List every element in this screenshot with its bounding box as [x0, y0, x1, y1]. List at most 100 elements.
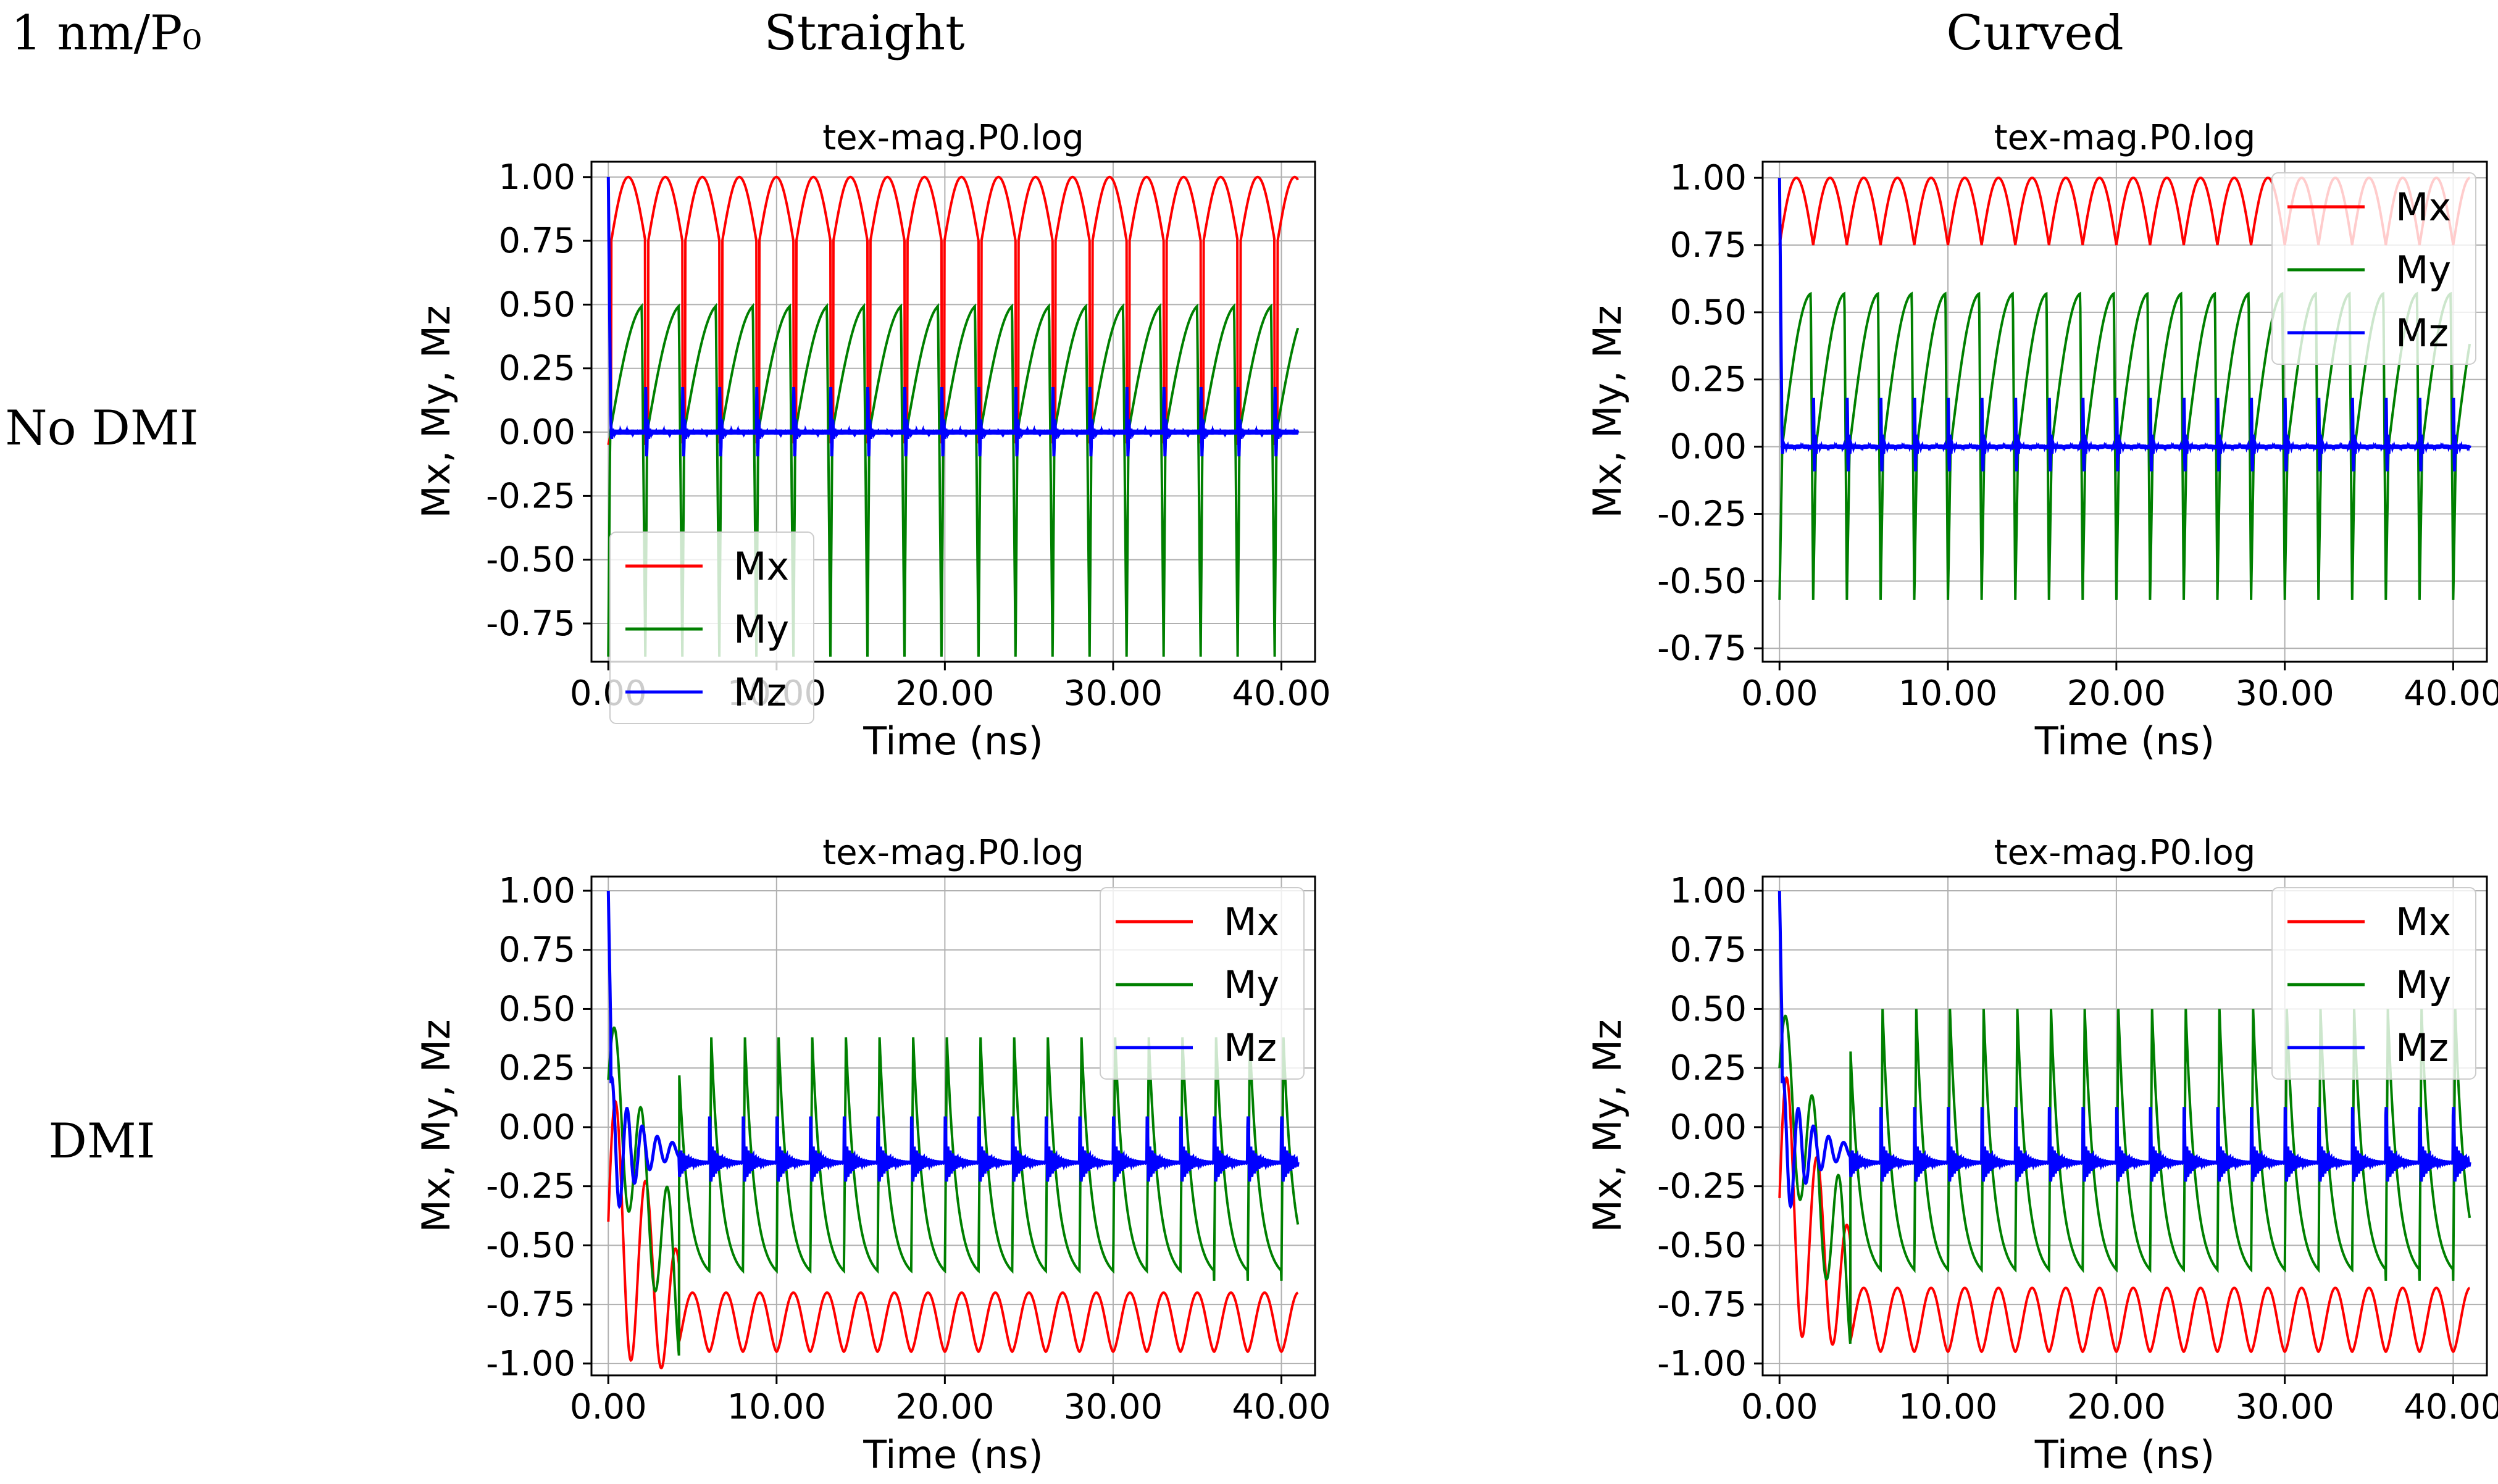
legend-label-mz: Mz: [733, 670, 787, 715]
x-tick-label: 20.00: [2067, 673, 2166, 714]
y-tick-label: -0.25: [486, 1167, 575, 1207]
series-line-mz: [606, 177, 1300, 457]
legend-box: [1100, 887, 1305, 1080]
legend-label-mz: Mz: [2396, 311, 2449, 356]
y-tick-label: 1.00: [498, 157, 575, 198]
chart-title: tex-mag.P0.log: [1994, 833, 2256, 873]
x-axis-label: Time (ns): [2034, 719, 2215, 764]
y-tick-label: -0.50: [1657, 1225, 1747, 1265]
series-line-mz: [606, 890, 1300, 1209]
x-tick-label: 0.00: [570, 1387, 647, 1427]
y-tick-label: -0.25: [1657, 1167, 1747, 1207]
chart-panel-no-dmi-straight: 0.0010.0020.0030.0040.001.000.750.500.25…: [414, 118, 1331, 764]
plot-frame: [1761, 160, 2488, 663]
y-axis-label: Mx, My, Mz: [1585, 1019, 1630, 1232]
y-tick-label: 0.75: [498, 930, 575, 970]
y-tick-label: 0.25: [1669, 1048, 1747, 1088]
series-line-mz: [1777, 178, 2471, 472]
y-tick-label: 1.00: [1669, 871, 1747, 911]
x-tick-label: 10.00: [1899, 1387, 1997, 1427]
y-tick-label: -0.50: [1657, 561, 1747, 601]
row-label-no-dmi: No DMI: [5, 401, 198, 456]
plot-frame: [1761, 875, 2488, 1377]
plot-frame: [590, 160, 1316, 663]
legend-label-mx: Mx: [2396, 899, 2451, 944]
legend-label-my: My: [1224, 962, 1279, 1007]
y-tick-label: 1.00: [498, 871, 575, 911]
y-tick-label: -0.25: [486, 476, 575, 516]
y-axis-label: Mx, My, Mz: [1585, 305, 1630, 518]
y-tick-label: 0.25: [498, 349, 575, 389]
legend: Mx My Mz: [609, 531, 814, 724]
y-tick-label: -0.75: [486, 1285, 575, 1325]
x-tick-label: 30.00: [2235, 1387, 2334, 1427]
x-axis-label: Time (ns): [2034, 1432, 2215, 1477]
y-tick-label: 0.25: [1669, 360, 1747, 400]
x-tick-label: 40.00: [1232, 673, 1330, 714]
legend-box: [2271, 172, 2476, 365]
y-tick-label: 0.00: [498, 412, 575, 452]
x-axis-label: Time (ns): [863, 1432, 1043, 1477]
x-tick-label: 40.00: [2404, 673, 2498, 714]
x-tick-label: 30.00: [1064, 673, 1163, 714]
legend-label-mx: Mx: [2396, 185, 2451, 230]
y-tick-label: -0.25: [1657, 494, 1747, 534]
x-tick-label: 30.00: [2235, 673, 2334, 714]
x-tick-label: 20.00: [895, 673, 994, 714]
legend-label-my: My: [2396, 248, 2451, 293]
y-tick-label: 0.00: [1669, 427, 1747, 467]
y-tick-label: 0.75: [498, 221, 575, 261]
corner-label: 1 nm/P₀: [11, 6, 202, 61]
legend: Mx My Mz: [1100, 887, 1305, 1080]
y-tick-label: 0.50: [1669, 989, 1747, 1029]
y-tick-label: -1.00: [486, 1344, 575, 1384]
chart-title: tex-mag.P0.log: [1994, 118, 2256, 158]
chart-panel-no-dmi-curved: 0.00 10.00 20.00 30.00 40.00 1.00 0.75 0.50 0.25…: [1585, 118, 2498, 764]
y-tick-label: 1.00: [1669, 158, 1747, 198]
y-axis-label: Mx, My, Mz: [414, 305, 459, 518]
chart-title: tex-mag.P0.log: [822, 118, 1084, 158]
panels: 0.00 10.00 20.00 30.00 40.00 1.00 0.75 0.50 0.25…: [414, 118, 2498, 1477]
y-tick-label: 0.50: [1669, 293, 1747, 333]
x-tick-label: 30.00: [1064, 1387, 1163, 1427]
y-axis-label: Mx, My, Mz: [414, 1019, 459, 1232]
y-tick-label: -1.00: [1657, 1344, 1747, 1384]
x-tick-label: 10.00: [727, 1387, 826, 1427]
legend-label-my: My: [733, 607, 789, 652]
legend-box: [2271, 887, 2476, 1080]
y-tick-label: 0.50: [498, 285, 575, 325]
column-label-straight: Straight: [764, 6, 964, 61]
series-line-mz: [1777, 890, 2471, 1209]
y-tick-label: 0.75: [1669, 225, 1747, 265]
y-tick-label: 0.75: [1669, 930, 1747, 970]
y-tick-label: -0.75: [1657, 1285, 1747, 1325]
legend: Mx My Mz: [2271, 172, 2476, 365]
plot-frame: [590, 875, 1316, 1377]
y-tick-label: -0.75: [1657, 628, 1747, 669]
x-tick-label: 40.00: [2404, 1387, 2498, 1427]
x-tick-label: 40.00: [1232, 1387, 1330, 1427]
series-line-mx: [1778, 1076, 2470, 1354]
row-label-dmi: DMI: [48, 1114, 155, 1169]
y-tick-label: 0.00: [498, 1107, 575, 1148]
legend-box: [609, 531, 814, 724]
column-label-curved: Curved: [1946, 6, 2123, 61]
x-tick-label: 20.00: [2067, 1387, 2166, 1427]
legend-label-mx: Mx: [1224, 899, 1279, 944]
series-line-mx: [607, 175, 1299, 446]
y-tick-label: 0.00: [1669, 1107, 1747, 1148]
y-tick-label: -0.50: [486, 540, 575, 580]
series-line-mx: [607, 1099, 1299, 1370]
legend-label-mz: Mz: [1224, 1025, 1277, 1070]
chart-panel-dmi-curved: 0.00 10.00 20.00 30.00 40.00 1.00 0.75 0.50 0.25…: [1585, 833, 2498, 1477]
x-tick-label: 0.00: [1741, 673, 1818, 714]
x-tick-label: 0.00: [1741, 1387, 1818, 1427]
legend-label-mx: Mx: [733, 544, 789, 589]
x-tick-label: 10.00: [1899, 673, 1997, 714]
chart-title: tex-mag.P0.log: [822, 833, 1084, 873]
chart-panel-dmi-straight: 0.00 10.00 20.00 30.00 40.00 1.00 0.75 0.50 0.25…: [414, 833, 1331, 1477]
y-tick-label: -0.75: [486, 604, 575, 644]
y-tick-label: 0.50: [498, 989, 575, 1029]
y-tick-label: 0.25: [498, 1048, 575, 1088]
